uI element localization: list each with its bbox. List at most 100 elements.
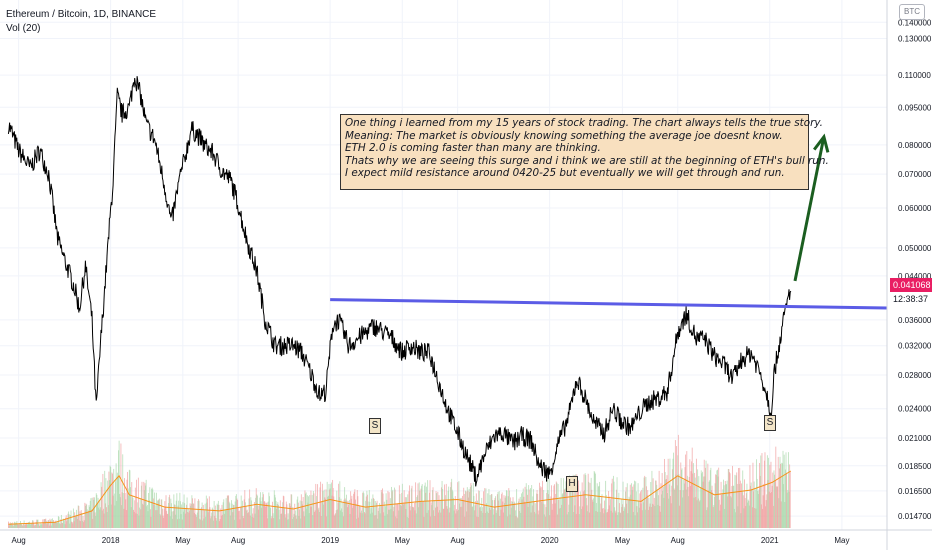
volume-bar [360, 505, 362, 528]
volume-bar [544, 504, 546, 528]
annotation-box[interactable]: One thing i learned from my 15 years of … [340, 114, 829, 190]
volume-bar [116, 500, 118, 528]
volume-bar [519, 511, 521, 528]
volume-bar [545, 516, 546, 528]
volume-bar [133, 509, 135, 528]
bullish-arrow-head-icon [813, 133, 830, 153]
head-label[interactable]: H [566, 476, 578, 492]
left-shoulder-label[interactable]: S [369, 418, 381, 434]
volume-bar [48, 525, 50, 528]
drawings[interactable] [330, 133, 888, 310]
volume-bar [677, 455, 679, 528]
volume-bar [753, 481, 755, 528]
volume-bar [385, 493, 387, 528]
volume-bar [143, 481, 145, 528]
volume-bar [692, 473, 694, 528]
volume-bar [85, 503, 87, 528]
volume-bar [685, 454, 687, 528]
volume-bar [35, 521, 37, 528]
volume-bar [676, 485, 678, 528]
volume-bar [550, 496, 552, 528]
right-shoulder-label[interactable]: S [764, 415, 776, 431]
volume-bar [547, 490, 549, 528]
volume-bar [336, 509, 338, 528]
volume-bar [53, 520, 55, 528]
volume-bar [282, 502, 284, 528]
volume-bar [202, 520, 204, 528]
volume-bar [18, 524, 20, 528]
neckline-trendline[interactable] [330, 298, 888, 310]
volume-bar [327, 495, 329, 528]
volume-bar [403, 504, 405, 528]
volume-bar [600, 503, 602, 528]
volume-bar [484, 512, 486, 528]
volume-bar [691, 461, 693, 528]
volume-bar [430, 502, 432, 528]
volume-bar [585, 475, 587, 528]
volume-bar [313, 493, 315, 528]
volume-bar [200, 508, 202, 528]
volume-bar [700, 470, 702, 528]
y-tick-label: 0.016500 [898, 487, 932, 496]
volume-bar [509, 514, 511, 528]
volume-bar [639, 493, 641, 528]
volume-bar [190, 505, 192, 528]
volume-bar [723, 479, 724, 528]
volume-bar [653, 504, 655, 528]
volume-bar [553, 485, 555, 528]
volume-bar [207, 498, 208, 528]
volume-bar [655, 480, 656, 528]
volume-bar [704, 476, 706, 528]
volume-bar [575, 513, 577, 528]
volume-bar [457, 482, 459, 528]
x-tick-label: May [175, 536, 190, 545]
volume-bar [514, 510, 516, 528]
volume-bar [681, 468, 683, 528]
volume-bar [130, 487, 131, 528]
current-price-value: 0.041068 [893, 280, 931, 290]
volume-bar [326, 516, 328, 528]
volume-bar [71, 521, 73, 528]
volume-bar [132, 497, 134, 528]
volume-bar [22, 525, 24, 528]
volume-bar [738, 484, 740, 528]
volume-bar [154, 505, 156, 528]
volume-bar [293, 517, 294, 528]
volume-bar [671, 485, 673, 528]
volume-bar [185, 508, 187, 528]
volume-bar [131, 495, 133, 528]
volume-bar [87, 512, 89, 528]
volume-bar [127, 471, 128, 528]
volume-bar [172, 511, 174, 528]
volume-bar [703, 476, 705, 528]
volume-bar [475, 501, 477, 528]
volume-bar [74, 512, 76, 528]
volume-bar [703, 459, 705, 528]
volume-bar [96, 494, 98, 528]
symbol-title[interactable]: Ethereum / Bitcoin, 1D, BINANCE [6, 9, 157, 20]
volume-bar [229, 515, 231, 528]
volume-bar [718, 499, 720, 528]
currency-badge[interactable]: BTC [899, 4, 925, 20]
volume-bar [118, 450, 119, 528]
volume-bar [488, 488, 490, 528]
volume-bar [291, 494, 293, 528]
volume-bar [546, 479, 548, 528]
volume-bar [739, 480, 741, 528]
volume-bar [166, 513, 168, 528]
volume-bar [206, 502, 208, 528]
volume-bar [677, 434, 679, 528]
volume-bar [584, 473, 586, 528]
volume-bar [572, 474, 574, 528]
volume-bar [276, 504, 278, 528]
volume-indicator-label[interactable]: Vol (20) [6, 23, 41, 34]
volume-bar [648, 497, 650, 528]
bullish-arrow-shaft[interactable] [793, 136, 826, 282]
volume-bar [675, 474, 677, 528]
volume-bar [624, 508, 626, 528]
volume-bar [157, 500, 159, 528]
volume-bar [48, 520, 50, 528]
volume-bar [730, 497, 732, 528]
